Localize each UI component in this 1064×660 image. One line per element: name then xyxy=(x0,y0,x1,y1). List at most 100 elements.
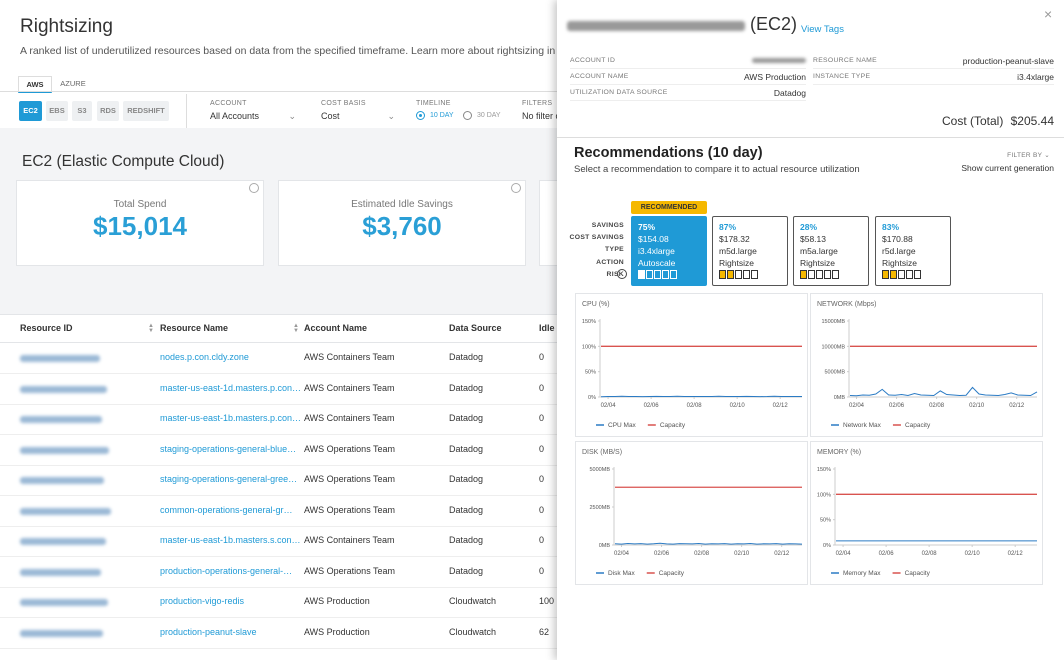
table-cell: AWS Operations Team xyxy=(304,474,396,484)
service-tab[interactable]: REDSHIFT xyxy=(123,101,169,121)
resource-table: Resource ID Resource Name Account Name Data… xyxy=(0,314,557,660)
y-tick-label: 0% xyxy=(588,395,596,401)
meta-divider xyxy=(813,84,1054,85)
table-cell: AWS Containers Team xyxy=(304,382,395,393)
account-dropdown[interactable]: All Accounts ⌄ xyxy=(210,111,298,121)
cost-savings: $170.88 xyxy=(882,234,913,244)
row-label: SAVINGS xyxy=(591,222,624,229)
resource-name: production-operations-general-… xyxy=(160,565,293,576)
service-tab[interactable]: S3 xyxy=(72,101,92,121)
recommendation-card[interactable]: 28% $58.13 m5a.large Rightsize xyxy=(793,216,869,286)
x-tick-label: 02/10 xyxy=(730,403,746,409)
table-row[interactable]: production-operations-general-… AWS Opera… xyxy=(0,557,557,588)
x-tick-label: 02/12 xyxy=(773,403,789,409)
divider xyxy=(186,94,187,128)
x-tick-label: 02/10 xyxy=(734,551,750,557)
meta-divider xyxy=(570,100,806,101)
radio-selected[interactable] xyxy=(416,111,425,120)
table-cell: 0 xyxy=(539,504,545,515)
savings: 75% xyxy=(638,222,656,232)
column-header[interactable]: Data Source xyxy=(449,323,502,333)
column-header[interactable]: Resource ID xyxy=(20,323,73,333)
filter-value[interactable]: No filter c xyxy=(522,111,557,121)
table-row[interactable]: staging-operations-general-blue… AWS Oper… xyxy=(0,435,557,466)
page-title: Rightsizing xyxy=(20,16,113,37)
service-tab[interactable]: RDS xyxy=(97,101,119,121)
table-cell: Datadog xyxy=(449,535,484,545)
column-header[interactable]: Resource Name xyxy=(160,323,229,333)
table-row[interactable]: master-us-east-1b.masters.s.con… AWS Cont… xyxy=(0,526,557,557)
resource-name: master-us-east-1d.masters.p.con… xyxy=(160,382,302,393)
service-tab[interactable]: EC2 xyxy=(19,101,42,121)
cloud-tab[interactable]: AZURE xyxy=(60,79,86,88)
dropdown-value: All Accounts xyxy=(210,111,260,121)
recommendation-card[interactable]: 75% $154.08 i3.4xlarge Autoscale xyxy=(631,216,707,286)
chart-svg: NETWORK (Mbps) 0MB 5000MB 10000MB 15000MB 02/… xyxy=(817,301,1038,429)
table-cell: AWS Production xyxy=(304,626,370,637)
x-tick-label: 02/08 xyxy=(694,551,710,557)
legend-label: Capacity xyxy=(659,570,685,577)
summary-card xyxy=(539,180,557,266)
recommendation-card[interactable]: 83% $170.88 r5d.large Rightsize xyxy=(875,216,951,286)
table-row[interactable]: staging-operations-general-gree… AWS Oper… xyxy=(0,465,557,496)
cost-savings: $178.32 xyxy=(719,234,750,244)
table-row[interactable]: master-us-east-1b.masters.p.con… AWS Cont… xyxy=(0,404,557,435)
y-tick-label: 50% xyxy=(585,370,596,376)
service-tab[interactable]: EBS xyxy=(46,101,68,121)
cost-basis-dropdown[interactable]: Cost ⌄ xyxy=(321,111,397,121)
table-cell: 0 xyxy=(539,382,545,393)
filter-by-text: FILTER BY xyxy=(1007,152,1043,159)
sort-icon[interactable]: ▲ ▼ xyxy=(293,323,299,334)
table-row[interactable]: nodes.p.con.cldy.zone AWS Containers Team… xyxy=(0,343,557,374)
blurred-resource-id xyxy=(20,629,103,637)
blurred-resource-id xyxy=(20,538,106,545)
y-tick-label: 100% xyxy=(817,492,831,498)
savings: 87% xyxy=(719,222,737,232)
table-row[interactable]: common-operations-general-gr… AWS Operati… xyxy=(0,496,557,527)
instance-type: r5d.large xyxy=(882,246,916,256)
row-label: RISK xyxy=(606,270,624,278)
meta-value: i3.4xlarge xyxy=(1017,72,1054,82)
table-cell: Datadog xyxy=(449,474,484,484)
sort-icon[interactable]: ▲ ▼ xyxy=(148,323,154,334)
meta-value: AWS Production xyxy=(743,72,806,82)
recommendation-card[interactable]: 87% $178.32 m5d.large Rightsize xyxy=(712,216,788,286)
cloud-tab[interactable]: AWS xyxy=(18,76,52,93)
resource-name: production-peanut-slave xyxy=(160,626,257,637)
column-header[interactable]: Idle xyxy=(539,323,555,333)
y-tick-label: 50% xyxy=(820,518,831,524)
x-tick-label: 02/10 xyxy=(969,403,985,409)
x-tick-label: 02/06 xyxy=(654,551,670,557)
cost-savings: $58.13 xyxy=(800,234,826,244)
table-row[interactable]: master-us-east-1d.masters.p.con… AWS Cont… xyxy=(0,374,557,405)
column-header[interactable]: Account Name xyxy=(304,323,368,333)
table-row[interactable]: production-vigo-redis AWS Production Cloud… xyxy=(0,587,557,618)
view-tags-link[interactable]: View Tags xyxy=(801,24,844,35)
row-label: ACTION xyxy=(596,258,624,266)
x-tick-label: 02/06 xyxy=(889,403,905,409)
row-label: COST SAVINGS xyxy=(569,234,624,242)
x-tick-label: 02/10 xyxy=(965,551,981,557)
rightsizing-page: Rightsizing A ranked list of underutiliz… xyxy=(0,16,557,660)
risk-meter xyxy=(719,270,763,279)
blurred-resource-id xyxy=(567,21,745,31)
radio[interactable] xyxy=(463,111,472,120)
table-cell: 100 xyxy=(539,596,555,606)
close-button[interactable]: × xyxy=(1044,6,1053,22)
instance-type: i3.4xlarge xyxy=(638,246,675,256)
blurred-resource-id xyxy=(20,599,108,606)
meta-value: production-peanut-slave xyxy=(962,56,1054,66)
x-tick-label: 02/04 xyxy=(836,551,852,557)
filter-by-value[interactable]: Show current generation xyxy=(961,163,1054,173)
chart-svg: DISK (MB/S) 0MB 2500MB 5000MB 02/04 02/06 02/0… xyxy=(582,449,803,577)
risk-box xyxy=(816,270,823,279)
chevron: ⌄ xyxy=(387,111,395,121)
legend-label: CPU Max xyxy=(608,422,637,429)
blurred-resource-id xyxy=(20,416,102,423)
divider xyxy=(557,137,1064,138)
risk-box xyxy=(743,270,750,279)
table-row[interactable]: production-peanut-slave AWS Production Clo… xyxy=(0,618,557,649)
blurred-resource-id xyxy=(20,355,100,362)
table-cell: AWS Containers Team xyxy=(304,352,395,362)
